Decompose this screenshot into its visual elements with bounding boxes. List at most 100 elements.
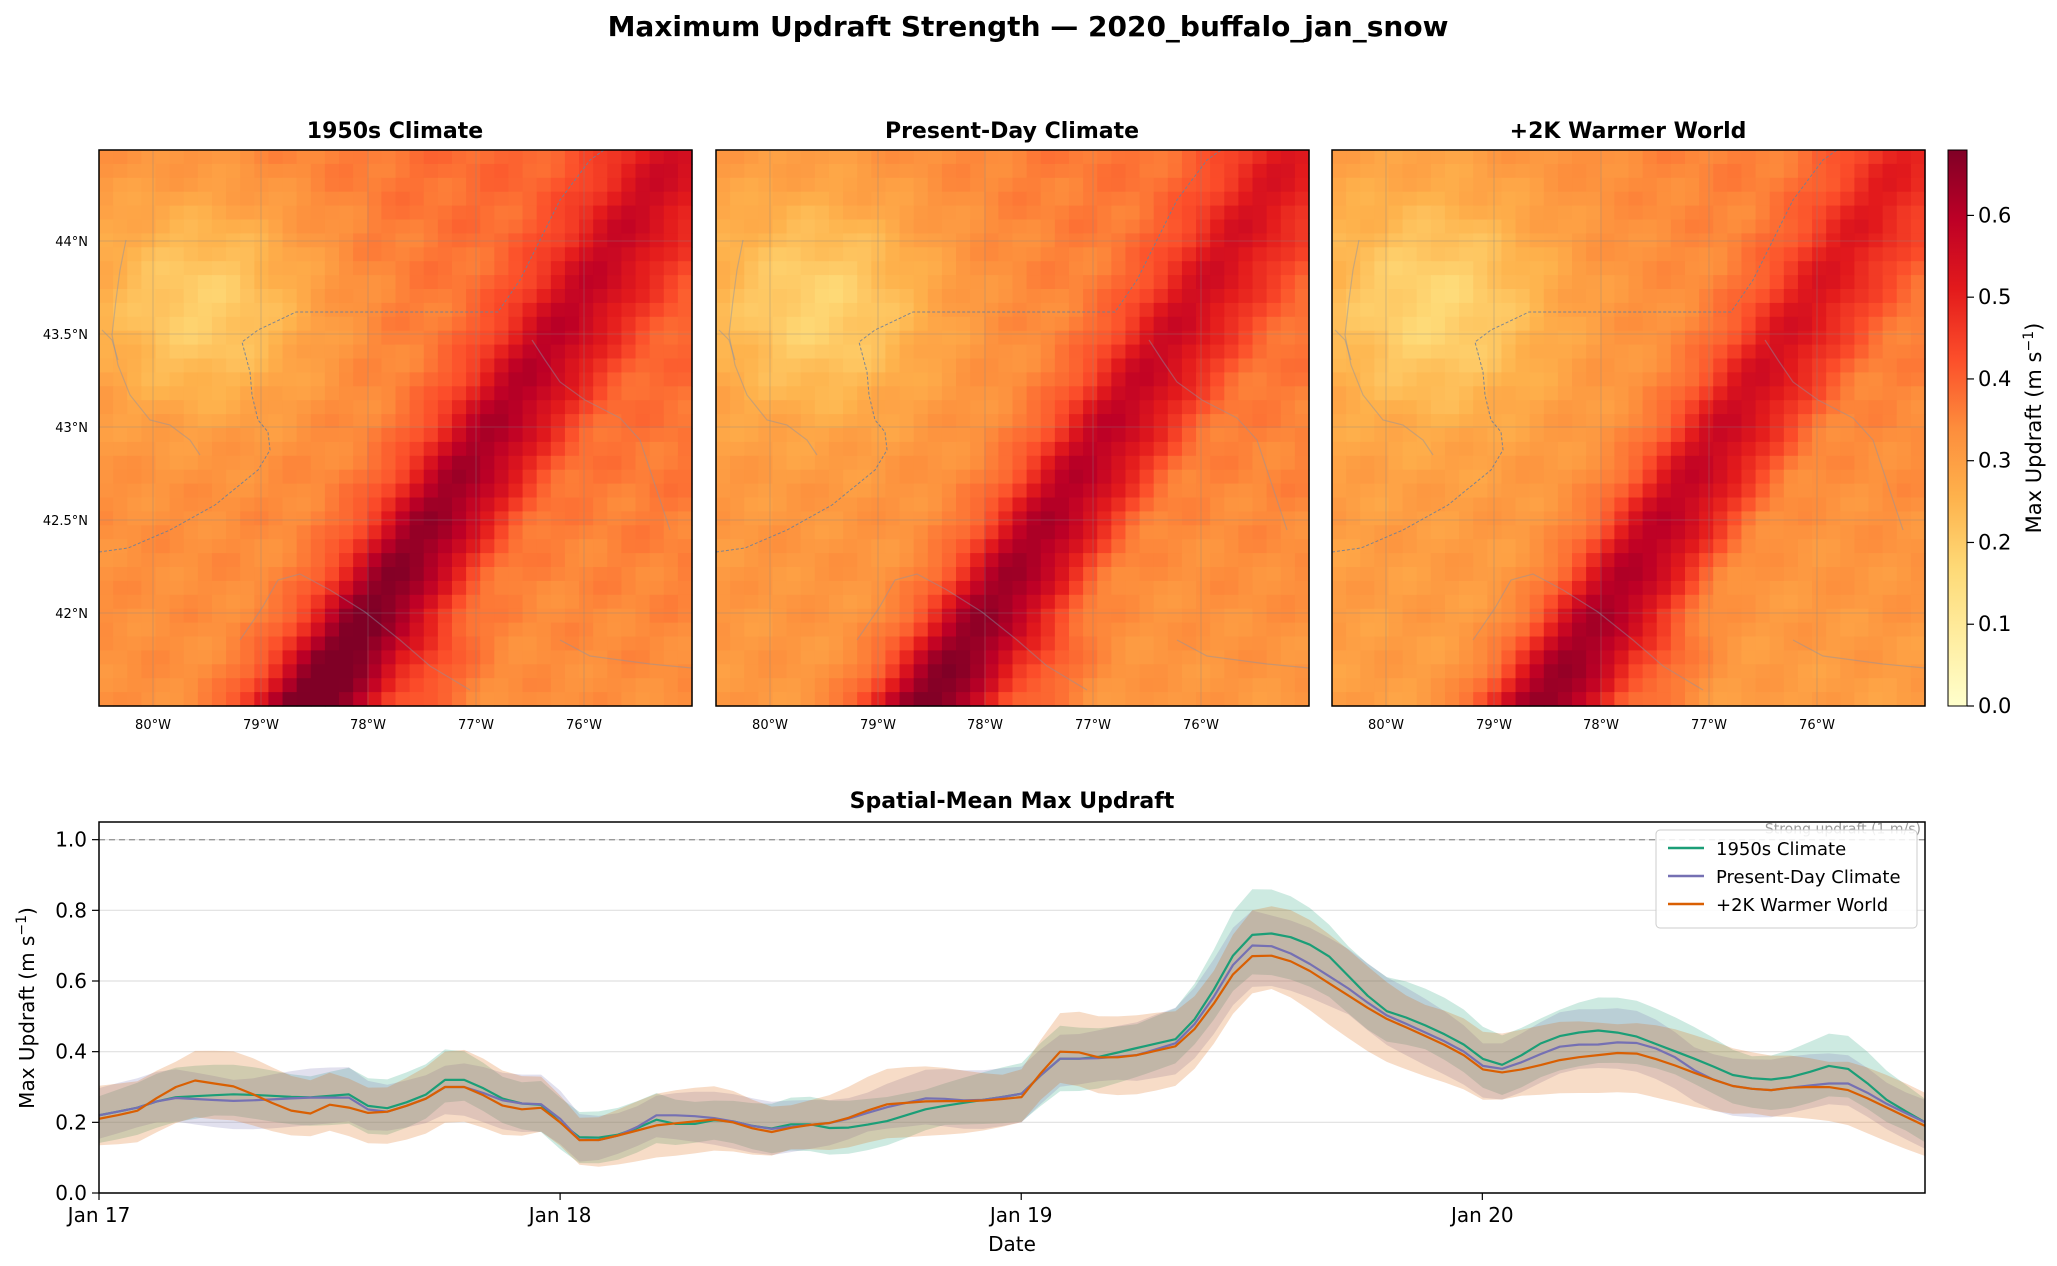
heatmap-cell <box>508 678 524 693</box>
heatmap-cell <box>1026 608 1042 624</box>
heatmap-cell <box>621 400 637 415</box>
heatmap-cell <box>1812 525 1827 540</box>
heatmap-cell <box>1402 386 1418 401</box>
heatmap-cell <box>1684 469 1700 485</box>
heatmap-cell <box>1614 664 1630 679</box>
heatmap-cell <box>1741 372 1757 387</box>
heatmap-cell <box>240 386 255 401</box>
heatmap-cell <box>927 692 943 707</box>
heatmap-cell <box>564 386 580 401</box>
heatmap-cell <box>1797 567 1813 582</box>
heatmap-cell <box>1196 372 1211 387</box>
heatmap-cell <box>466 553 481 568</box>
heatmap-cell <box>183 511 199 526</box>
heatmap-cell <box>183 247 199 262</box>
heatmap-cell <box>1332 177 1347 193</box>
heatmap-cell <box>998 567 1014 582</box>
heatmap-cell <box>927 275 943 290</box>
heatmap-cell <box>1557 511 1573 526</box>
heatmap-cell <box>1294 469 1310 485</box>
heatmap-cell <box>1642 469 1658 485</box>
heatmap-cell <box>744 302 759 318</box>
heatmap-cell <box>843 358 858 373</box>
heatmap-cell <box>1139 636 1155 651</box>
heatmap-cell <box>1797 664 1813 679</box>
heatmap-cell <box>716 302 731 318</box>
heatmap-cell <box>1543 539 1559 554</box>
heatmap-cell <box>1572 608 1587 624</box>
heatmap-cell <box>1727 316 1743 332</box>
heatmap-cell <box>1473 372 1488 387</box>
heatmap-cell <box>677 219 693 234</box>
heatmap-cell <box>663 580 679 596</box>
heatmap-cell <box>155 233 171 248</box>
heatmap-cell <box>1896 163 1912 179</box>
heatmap-cell <box>1374 205 1390 221</box>
heatmap-cell <box>451 567 467 582</box>
heatmap-cell <box>607 455 623 471</box>
heatmap-cell <box>1238 622 1254 638</box>
heatmap-cell <box>211 372 227 387</box>
heatmap-cell <box>677 580 693 596</box>
heatmap-cell <box>1557 483 1573 499</box>
heatmap-cell <box>1238 177 1254 193</box>
heatmap-cell <box>1097 205 1112 221</box>
heatmap-cell <box>99 302 114 318</box>
heatmap-cell <box>183 316 199 332</box>
heatmap-cell <box>1797 261 1813 276</box>
heatmap-cell <box>677 608 693 624</box>
heatmap-cell <box>1515 414 1531 429</box>
heatmap-cell <box>1882 539 1898 554</box>
heatmap-cell <box>786 567 802 582</box>
heatmap-cell <box>1670 372 1686 387</box>
heatmap-cell <box>536 344 552 360</box>
heatmap-cell <box>1586 219 1601 234</box>
heatmap-cell <box>744 358 759 373</box>
heatmap-cell <box>1868 636 1884 651</box>
heatmap-cell <box>1783 428 1799 443</box>
heatmap-cell <box>1238 358 1254 373</box>
heatmap-cell <box>409 205 425 221</box>
heatmap-cell <box>494 567 510 582</box>
heatmap-cell <box>772 650 788 665</box>
heatmap-cell <box>998 455 1014 471</box>
heatmap-cell <box>649 650 665 665</box>
heatmap-cell <box>254 525 270 540</box>
heatmap-cell <box>367 344 382 360</box>
heatmap-cell <box>744 163 759 179</box>
heatmap-cell <box>423 233 439 248</box>
heatmap-cell <box>1430 664 1446 679</box>
heatmap-cell <box>508 441 524 457</box>
heatmap-cell <box>885 372 901 387</box>
heatmap-cell <box>1266 664 1282 679</box>
heatmap-cell <box>1543 497 1559 512</box>
heatmap-cell <box>1642 608 1658 624</box>
heatmap-cell <box>1600 567 1615 582</box>
heatmap-cell <box>956 344 971 360</box>
heatmap-cell <box>1054 567 1070 582</box>
heatmap-cell <box>1684 428 1700 443</box>
heatmap-cell <box>381 567 397 582</box>
heatmap-cell <box>1586 247 1601 262</box>
heatmap-cell <box>564 525 580 540</box>
heatmap-cell <box>1224 525 1240 540</box>
heatmap-cell <box>268 386 284 401</box>
heatmap-cell <box>913 150 929 165</box>
heatmap-cell <box>1012 553 1028 568</box>
heatmap-cell <box>800 608 816 624</box>
heatmap-cell <box>828 289 844 304</box>
heatmap-cell <box>1402 261 1418 276</box>
heatmap-cell <box>141 497 157 512</box>
heatmap-cell <box>395 428 411 443</box>
heatmap-cell <box>677 511 693 526</box>
heatmap-cell <box>828 483 844 499</box>
heatmap-cell <box>1083 316 1098 332</box>
heatmap-cell <box>1139 191 1155 207</box>
heatmap-cell <box>1196 567 1211 582</box>
heatmap-cell <box>1826 261 1841 276</box>
heatmap-cell <box>1280 344 1296 360</box>
heatmap-cell <box>282 553 298 568</box>
heatmap-cell <box>716 247 731 262</box>
heatmap-cell <box>1083 219 1098 234</box>
heatmap-cell <box>226 511 241 526</box>
